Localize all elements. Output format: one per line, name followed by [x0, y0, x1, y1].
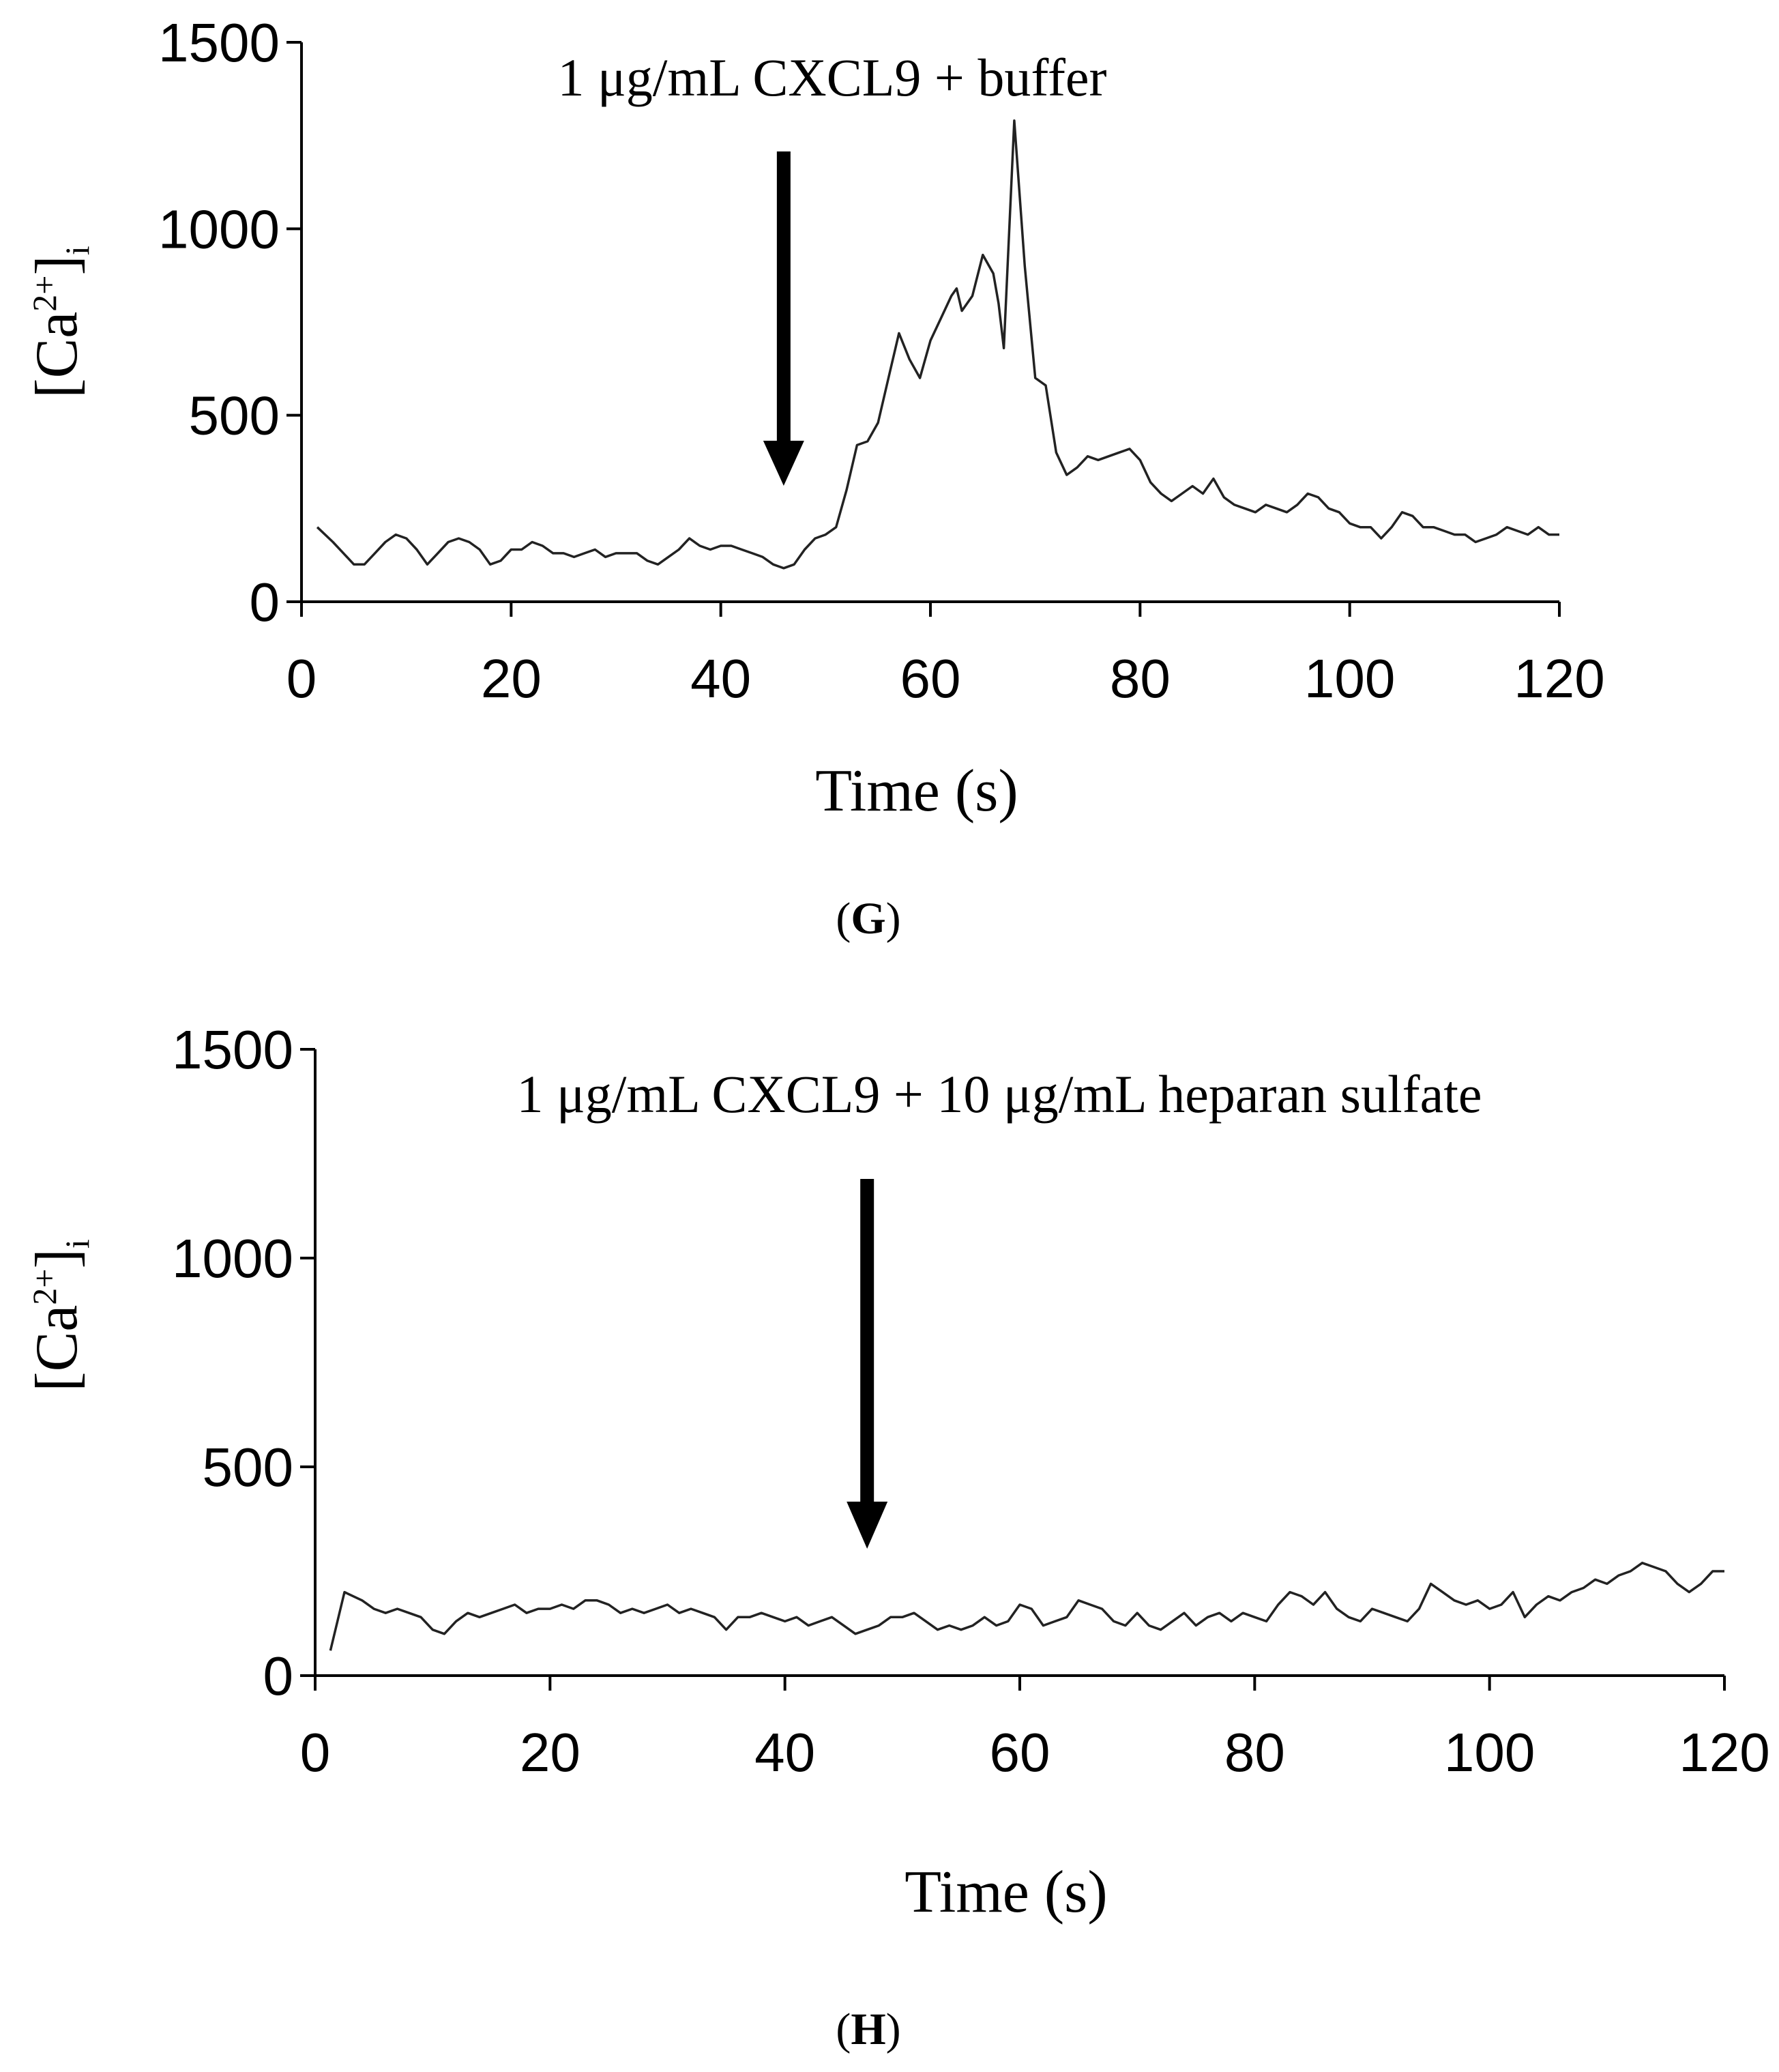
y-tick-label: 500	[189, 385, 280, 446]
x-axis-label: Time (s)	[815, 758, 1018, 824]
x-tick-label: 40	[754, 1722, 815, 1783]
y-tick-label: 1000	[172, 1228, 293, 1289]
y-tick-label: 0	[250, 572, 280, 632]
x-tick-label: 80	[1224, 1722, 1285, 1783]
x-tick-label: 60	[990, 1722, 1050, 1783]
x-tick-label: 100	[1444, 1722, 1535, 1783]
y-tick-label: 1500	[158, 12, 280, 73]
x-tick-label: 40	[690, 648, 751, 709]
y-axis-label: [Ca2+]i	[24, 246, 96, 398]
y-axis-label: [Ca2+]i	[24, 1239, 96, 1391]
y-tick-label: 1500	[172, 1019, 293, 1080]
annotation-label: 1 μg/mL CXCL9 + 10 μg/mL heparan sulfate	[516, 1064, 1482, 1124]
y-axis-ticks: 0 500 1000 1500	[158, 12, 302, 632]
x-tick-label: 120	[1679, 1722, 1769, 1783]
annotation-label: 1 μg/mL CXCL9 + buffer	[557, 48, 1106, 107]
panel-label-h: (H)	[836, 2004, 900, 2054]
y-tick-label: 500	[203, 1437, 293, 1498]
panel-h: 0 500 1000 1500 0 20 40 60 80 100 120 1 μg/mL CXC…	[24, 1019, 1770, 2054]
y-axis-ticks: 0 500 1000 1500	[172, 1019, 315, 1706]
x-tick-label: 20	[481, 648, 542, 709]
panel-g: 0 500 1000 1500 0 20 40 60 80 100 120 1 μg/mL CXC…	[24, 12, 1605, 944]
series-line-cxcl9-heparan	[329, 1562, 1724, 1651]
panel-label-g: (G)	[836, 894, 900, 944]
x-tick-label: 0	[300, 1722, 331, 1783]
x-tick-label: 120	[1514, 648, 1604, 709]
x-tick-label: 80	[1110, 648, 1171, 709]
y-tick-label: 1000	[158, 199, 280, 259]
x-tick-label: 0	[286, 648, 317, 709]
arrow-icon	[763, 151, 804, 486]
series-line-cxcl9-buffer	[316, 119, 1559, 570]
x-axis-ticks: 0 20 40 60 80 100 120	[300, 1676, 1770, 1783]
arrow-icon	[847, 1179, 888, 1549]
x-tick-label: 20	[520, 1722, 580, 1783]
x-tick-label: 60	[900, 648, 961, 709]
x-axis-label: Time (s)	[905, 1859, 1107, 1925]
x-axis-ticks: 0 20 40 60 80 100 120	[286, 602, 1605, 709]
y-tick-label: 0	[263, 1646, 294, 1706]
x-tick-label: 100	[1304, 648, 1395, 709]
